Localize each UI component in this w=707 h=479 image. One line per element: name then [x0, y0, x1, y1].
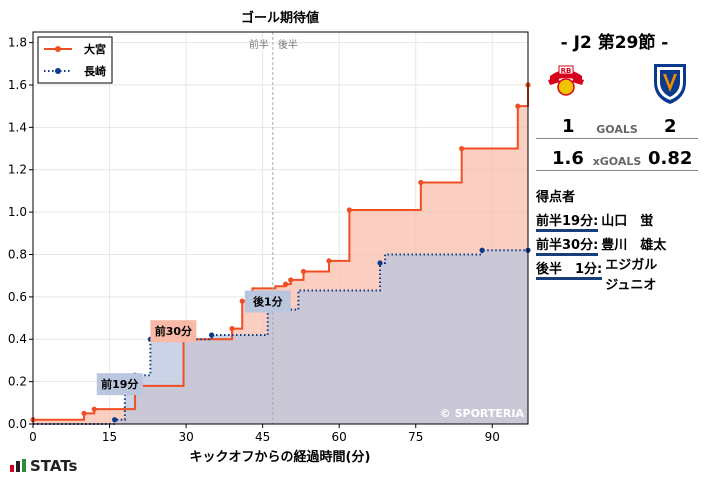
data-point [209, 332, 215, 338]
rb-omiya-crest-icon: RB [548, 65, 584, 96]
y-tick-label: 0.4 [8, 332, 27, 346]
scorer-time: 前半19分: [536, 210, 599, 232]
area-fills [33, 84, 528, 425]
y-tick-label: 1.0 [8, 205, 27, 219]
data-point [229, 326, 235, 332]
second-half-label: 後半 [278, 38, 298, 51]
vvaren-nagasaki-crest-icon [654, 64, 686, 104]
annotation-box [244, 290, 291, 313]
stats-bars-icon [10, 459, 26, 472]
y-tick-label: 1.8 [8, 36, 27, 50]
y-tick-label: 1.2 [8, 163, 27, 177]
axes: 0 15 30 45 60 75 90 0.0 0.2 0.4 0.6 0.8 1.0 1.2 1.4 1.6… [8, 36, 500, 444]
first-half-label: 前半 [249, 38, 269, 51]
series-area-away [33, 250, 528, 424]
data-point [515, 103, 521, 109]
legend: 大宮 長崎 [37, 36, 113, 84]
x-tick-label: 45 [255, 430, 270, 444]
y-tick-label: 0.8 [8, 247, 27, 261]
x-tick-label: 90 [485, 430, 500, 444]
match-panel: - J2 第29節 - RB 1 GOALS 2 1.6 xGOALS 0.82… [532, 0, 707, 479]
x-tick-label: 0 [29, 430, 37, 444]
data-point [112, 417, 118, 423]
annotation-label: 前19分 [101, 377, 138, 391]
watermark: © SPORTERIA [440, 407, 525, 420]
scorer-name: 山口 蛍 [601, 214, 654, 229]
scorer-time: 後半 1分: [536, 258, 603, 280]
svg-text:RB: RB [561, 67, 572, 75]
annotation-box [96, 373, 143, 396]
scorer-row: 前半30分: 豊川 雄太 [536, 234, 666, 256]
stats-brand-text: STATs [30, 457, 78, 475]
x-axis-label: キックオフからの経過時間(分) [190, 449, 371, 465]
scorers-heading: 得点者 [536, 190, 576, 205]
data-point [283, 281, 289, 287]
y-tick-label: 1.6 [8, 78, 27, 92]
stats-logo: STATs [10, 457, 77, 475]
x-tick-label: 60 [332, 430, 347, 444]
away-xg: 0.82 [648, 148, 693, 169]
data-point [326, 258, 332, 264]
scorer-name: 豊川 雄太 [601, 238, 667, 253]
goal-annotations: 前19分 前30分 後1分 [96, 290, 291, 396]
goals-label: GOALS [596, 123, 638, 136]
legend-label-away: 長崎 [84, 64, 106, 78]
annotation-label: 後1分 [253, 295, 283, 309]
xg-chart: ゴール期待値 前半 後半 前19分 前30分 後1分 0 15 30 45 60 75 90 0.… [8, 10, 531, 465]
annotation-box [150, 320, 197, 343]
data-point [418, 179, 424, 186]
home-goals: 1 [562, 116, 575, 137]
legend-marker-away [55, 68, 61, 74]
scorer-row: 後半 1分: エジガル ジュニオ [536, 258, 657, 296]
legend-box [37, 36, 113, 84]
y-tick-label: 1.4 [8, 120, 27, 134]
home-xg: 1.6 [552, 148, 584, 169]
scorer-time: 前半30分: [536, 234, 599, 256]
goals-row: 1 GOALS 2 [536, 116, 698, 142]
data-point [288, 277, 294, 283]
legend-marker-home [55, 46, 61, 52]
data-point [81, 410, 87, 417]
chart-title: ゴール期待値 [241, 10, 319, 26]
x-tick-label: 75 [408, 430, 423, 444]
data-point [346, 207, 352, 213]
data-point [377, 260, 383, 266]
y-tick-label: 0.2 [8, 375, 27, 389]
data-point [91, 406, 97, 412]
x-tick-label: 15 [102, 430, 117, 444]
match-title: - J2 第29節 - [560, 33, 669, 53]
data-point [459, 145, 465, 152]
plot-frame [32, 31, 529, 425]
y-tick-label: 0.6 [8, 290, 27, 304]
xg-divider [536, 170, 698, 171]
scorer-name: エジガル ジュニオ [605, 258, 658, 293]
goals-divider [536, 138, 698, 139]
scorer-row: 前半19分: 山口 蛍 [536, 210, 653, 232]
xg-label: xGOALS [592, 155, 642, 168]
away-goals: 2 [664, 116, 677, 137]
xg-row: 1.6 xGOALS 0.82 [536, 148, 698, 174]
y-tick-label: 0.0 [8, 417, 27, 431]
x-tick-label: 30 [178, 430, 193, 444]
legend-label-home: 大宮 [84, 42, 106, 56]
data-point [300, 268, 307, 275]
data-point [239, 298, 245, 304]
data-point [479, 247, 485, 253]
annotation-label: 前30分 [155, 324, 192, 338]
